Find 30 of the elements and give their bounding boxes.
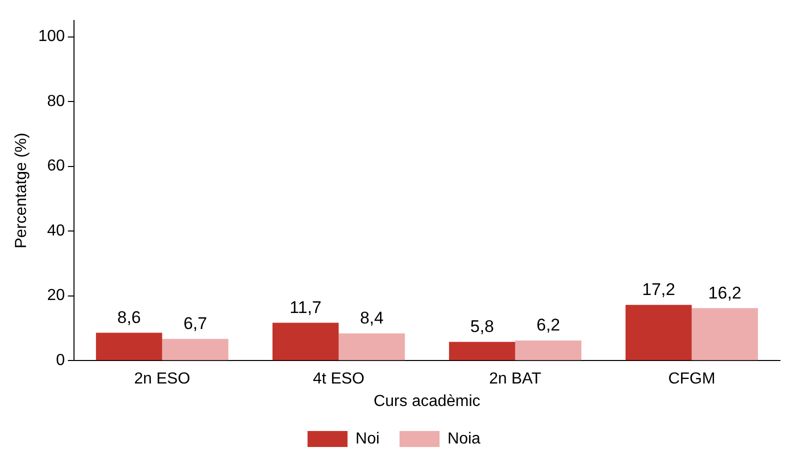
bar	[96, 332, 162, 360]
data-label: 6,2	[536, 316, 560, 335]
bar	[162, 338, 228, 360]
bar	[515, 340, 582, 360]
x-tick-label: 2n ESO	[134, 370, 190, 388]
bar	[272, 322, 339, 360]
y-tick-label: 100	[38, 28, 65, 46]
data-label: 17,2	[642, 280, 676, 300]
x-tick-label: 4t ESO	[312, 370, 364, 388]
legend-label: Noia	[448, 430, 481, 448]
legend-label: Noi	[356, 430, 380, 448]
y-tick-label: 60	[47, 158, 65, 175]
bar	[626, 304, 692, 360]
data-label: 6,7	[183, 314, 208, 334]
y-tick-label: 40	[47, 222, 65, 240]
data-label: 8,6	[117, 308, 141, 327]
y-tick-label: 80	[47, 92, 65, 110]
data-label: 5,8	[470, 317, 494, 336]
data-label: 11,7	[290, 298, 322, 317]
x-tick-label: CFGM	[668, 370, 716, 388]
data-label: 16,2	[708, 283, 742, 302]
y-tick-label: 20	[47, 287, 65, 304]
y-axis-title: Percentatge (%)	[13, 132, 30, 248]
bar	[338, 333, 405, 360]
bar	[449, 342, 516, 360]
data-label: 8,4	[360, 308, 384, 328]
x-tick-label: 2n BAT	[489, 370, 542, 388]
bar	[692, 308, 758, 360]
x-axis-title: Curs acadèmic	[374, 392, 480, 410]
y-tick-label: 0	[56, 352, 65, 370]
